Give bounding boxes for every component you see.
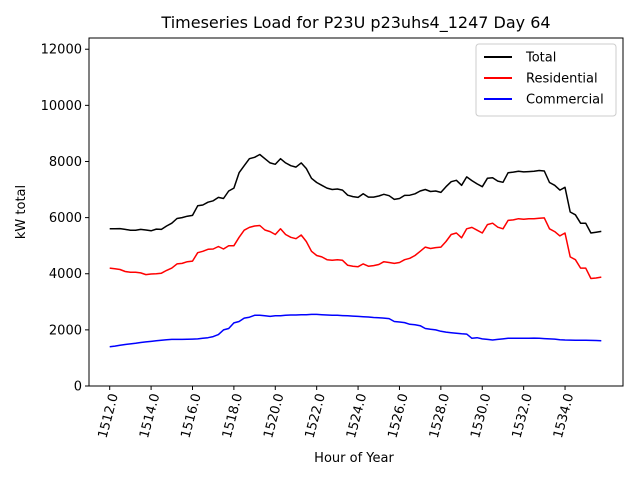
plot-frame — [88, 37, 624, 387]
series-line-total — [109, 153, 602, 234]
y-tick-label: 8000 — [49, 155, 82, 170]
y-tick-label: 2000 — [49, 323, 82, 338]
y-tick-label: 4000 — [49, 267, 82, 282]
y-tick-label: 6000 — [49, 211, 82, 226]
series-lines — [109, 153, 602, 348]
legend-label-commercial: Commercial — [526, 93, 604, 108]
series-line-residential — [109, 217, 602, 280]
series-line-commercial — [109, 313, 602, 348]
chart-title: Timeseries Load for P23U p23uhs4_1247 Da… — [160, 13, 550, 33]
legend: Total Residential Commercial — [475, 43, 617, 117]
legend-label-total: Total — [525, 51, 556, 66]
y-tick-label: 10000 — [41, 99, 82, 114]
x-axis-label: Hour of Year — [314, 451, 394, 466]
y-axis-ticks: 0 2000 4000 6000 8000 10000 12000 — [41, 43, 89, 395]
y-tick-label: 12000 — [41, 43, 82, 58]
y-tick-label: 0 — [74, 380, 82, 395]
legend-label-residential: Residential — [526, 72, 598, 87]
y-axis-label: kW total — [14, 185, 29, 239]
